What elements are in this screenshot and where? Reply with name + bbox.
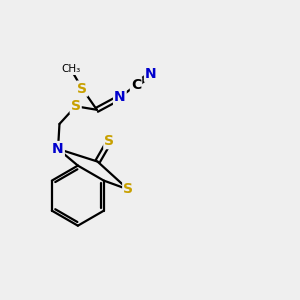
Text: N: N [145, 67, 157, 81]
Text: C: C [131, 78, 141, 92]
Text: S: S [104, 134, 114, 148]
Text: N: N [52, 142, 64, 156]
Text: S: S [123, 182, 133, 197]
Text: N: N [114, 90, 126, 104]
Text: S: S [77, 82, 87, 96]
Text: S: S [71, 99, 81, 113]
Text: CH₃: CH₃ [61, 64, 81, 74]
